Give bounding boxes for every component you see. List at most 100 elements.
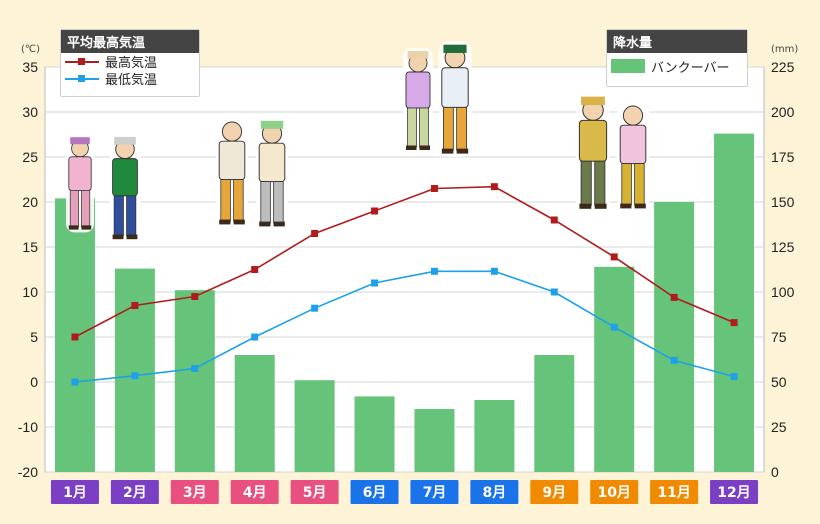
temp-tick-label: 10 [22, 284, 38, 300]
series-point [131, 372, 139, 380]
series-point [610, 323, 618, 331]
rain-tick-label: 50 [771, 374, 787, 390]
rain-axis-unit: (mm) [771, 44, 798, 55]
rain-tick-label: 125 [771, 239, 795, 255]
month-label: 8月 [483, 485, 507, 501]
rain-bar [174, 290, 215, 472]
month-labels: 1月 2月 3月 4月 5月 6月 7月 8月 9月 10月 11月 12月 [50, 480, 759, 504]
rain-bar [114, 268, 155, 472]
series-point [670, 293, 678, 301]
series-point [730, 373, 738, 381]
series-point [311, 230, 319, 237]
rain-tick-label: 175 [771, 149, 795, 165]
rain-legend-title: 降水量 [607, 30, 747, 53]
legend-max-label: 最高気温 [105, 56, 158, 71]
rain-bars [54, 133, 755, 472]
temperature-lines [71, 183, 738, 386]
temp-tick-label: 35 [22, 59, 38, 75]
legend-rain-label: バンクーバー [651, 60, 730, 76]
legend-min-label: 最低気温 [105, 73, 158, 88]
month-label: 3月 [183, 485, 207, 501]
legend-max-line-icon [65, 57, 99, 65]
month-tag [530, 480, 579, 504]
rain-bar [234, 355, 275, 472]
rain-tick-label: 100 [771, 284, 795, 300]
series-point [371, 279, 379, 287]
temp-tick-label: 30 [22, 104, 38, 120]
temp-tick-label: 5 [30, 329, 38, 345]
legend-item-min: 最低気温 [61, 70, 199, 88]
month-label: 12月 [717, 485, 750, 501]
temp-tick-label: -10 [18, 419, 38, 435]
person-figure [617, 99, 649, 212]
rain-bar [654, 202, 695, 472]
month-tag [50, 480, 99, 504]
rain-bar [594, 266, 635, 472]
person-figure [256, 117, 288, 230]
temp-tick-label: -20 [18, 464, 38, 480]
month-label: 9月 [542, 485, 566, 501]
series-point [131, 302, 139, 309]
temperature-legend-title: 平均最高気温 [61, 30, 199, 53]
month-label: 7月 [423, 485, 447, 501]
month-label: 6月 [363, 485, 387, 501]
series-point [251, 333, 259, 341]
rain-tick-label: 150 [771, 194, 795, 210]
month-tag [710, 480, 759, 504]
month-label: 2月 [123, 485, 147, 501]
month-label: 1月 [63, 485, 87, 501]
series-line [74, 270, 735, 383]
rain-tick-label: 0 [771, 464, 779, 480]
series-line [74, 185, 735, 338]
series-point [251, 266, 259, 273]
month-label: 10月 [597, 485, 630, 501]
series-point [610, 253, 618, 261]
series-point [191, 293, 199, 300]
rain-legend: 降水量 バンクーバー [606, 29, 748, 87]
person-figure [66, 134, 94, 233]
series-point [191, 365, 199, 372]
rain-swatch-icon [611, 59, 645, 73]
month-tag [350, 480, 399, 504]
legend-item-max: 最高気温 [61, 53, 199, 71]
series-point [71, 333, 79, 341]
month-label: 5月 [303, 485, 327, 501]
temp-tick-label: 25 [22, 149, 38, 165]
temp-tick-label: 15 [22, 239, 38, 255]
series-point [490, 183, 498, 191]
month-tag [170, 480, 219, 504]
series-point [730, 319, 738, 327]
rain-tick-label: 200 [771, 104, 795, 120]
rain-tick-label: 225 [771, 59, 795, 75]
rain-bar [294, 380, 335, 472]
rain-bar [414, 409, 455, 472]
month-tag [590, 480, 639, 504]
legend-item-rain: バンクーバー [607, 53, 747, 79]
series-point [550, 288, 558, 296]
month-tag [650, 480, 699, 504]
rain-bar [354, 396, 395, 472]
series-point [430, 185, 438, 192]
rain-bar [714, 133, 755, 472]
temp-axis-unit: (℃) [21, 44, 40, 55]
month-tag [110, 480, 159, 504]
person-figure [576, 93, 610, 213]
person-figure [438, 41, 472, 157]
temp-tick-label: 20 [22, 194, 38, 210]
month-tag [230, 480, 279, 504]
rain-tick-label: 25 [771, 419, 787, 435]
month-tag [410, 480, 459, 504]
month-label: 11月 [657, 485, 690, 501]
series-point [71, 378, 79, 386]
axes: 35302520151050-10-20(℃)22520017515012510… [18, 44, 799, 480]
temperature-legend: 平均最高気温 最高気温 最低気温 [60, 29, 200, 97]
series-point [311, 304, 319, 312]
series-point [371, 207, 379, 215]
rain-bar [534, 355, 575, 472]
legend-min-line-icon [65, 74, 99, 82]
month-tag [290, 480, 339, 504]
person-figure [109, 133, 141, 243]
month-label: 4月 [243, 485, 267, 501]
person-figure [216, 115, 248, 228]
